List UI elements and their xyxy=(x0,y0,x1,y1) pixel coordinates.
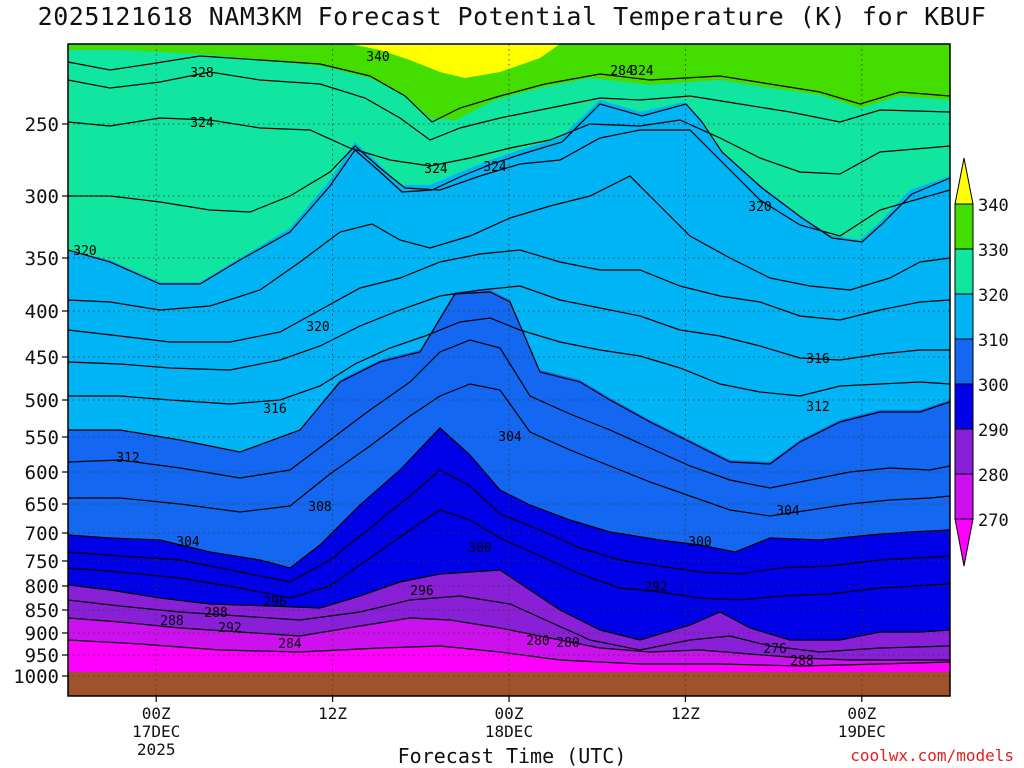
contour-label: 284 xyxy=(610,64,634,79)
colorbar-label: 280 xyxy=(978,466,1009,486)
y-tick-label: 450 xyxy=(25,347,59,369)
contour-label: 324 xyxy=(483,160,507,175)
colorbar-segment xyxy=(954,203,974,250)
contour-lines xyxy=(68,55,950,667)
contour-label: 320 xyxy=(73,244,96,259)
y-tick-label: 300 xyxy=(25,186,59,208)
contour-label: 304 xyxy=(498,430,522,445)
contour-label: 280 xyxy=(556,636,579,651)
colorbar-segment xyxy=(954,157,974,205)
contour-label: 284 xyxy=(278,637,302,652)
contour-label: 296 xyxy=(263,595,286,610)
gridlines xyxy=(68,44,950,696)
x-tick-year: 2025 xyxy=(137,740,176,759)
y-tick-label: 700 xyxy=(25,523,59,545)
y-tick-label: 400 xyxy=(25,301,59,323)
colorbar-label: 320 xyxy=(978,286,1009,306)
y-tick-label: 750 xyxy=(25,551,59,573)
contour-label: 316 xyxy=(263,402,286,417)
y-tick-label: 900 xyxy=(25,623,59,645)
y-tick-label: 350 xyxy=(25,248,59,270)
contour-label: 308 xyxy=(308,500,331,515)
x-tick-label: 12Z xyxy=(671,704,700,723)
contour-label: 276 xyxy=(763,642,786,657)
x-tick-date: 17DEC xyxy=(132,722,180,741)
contour-label: 324 xyxy=(630,64,654,79)
colorbar-label: 330 xyxy=(978,241,1009,261)
x-tick-label: 00Z xyxy=(142,704,171,723)
contour-label: 312 xyxy=(116,451,139,466)
contour-label: 300 xyxy=(468,541,491,556)
contour-labels: 340 328 324 324 324 320 324 320 320 316 316 312 312 3… xyxy=(73,50,829,669)
contour-label: 304 xyxy=(776,504,800,519)
contour-label: 340 xyxy=(366,50,389,65)
y-tick-label: 850 xyxy=(25,600,59,622)
contour-label: 328 xyxy=(190,66,213,81)
contour-label: 324 xyxy=(424,162,448,177)
y-tick-label: 950 xyxy=(25,645,59,667)
colorbar-label: 270 xyxy=(978,511,1009,531)
colorbar-segment xyxy=(954,248,974,295)
x-tick-label: 12Z xyxy=(318,704,347,723)
colorbar-label: 340 xyxy=(978,196,1009,216)
contour-label: 300 xyxy=(688,535,711,550)
colorbar-segment xyxy=(954,428,974,475)
band-330-340 xyxy=(68,44,950,120)
contour-label: 292 xyxy=(218,621,241,636)
contour-label: 320 xyxy=(748,200,771,215)
colorbar-label: 290 xyxy=(978,421,1009,441)
contour-label: 320 xyxy=(306,320,329,335)
y-tick-label: 650 xyxy=(25,494,59,516)
colorbar-segment xyxy=(954,473,974,520)
colorbar-segment xyxy=(954,518,974,567)
x-tick-date: 18DEC xyxy=(485,722,533,741)
contour-label: 288 xyxy=(204,606,227,621)
y-tick-label: 1000 xyxy=(13,666,59,688)
y-tick-label: 550 xyxy=(25,427,59,449)
x-tick-date: 19DEC xyxy=(838,722,886,741)
colorbar-label: 310 xyxy=(978,331,1009,351)
colorbar-segment xyxy=(954,293,974,340)
contour-label: 292 xyxy=(644,580,667,595)
colorbar-segment xyxy=(954,383,974,430)
contour-label: 296 xyxy=(410,584,433,599)
colorbar: 270 280 290 300 310 320 330 340 xyxy=(954,157,1009,567)
y-axis: 2503003504004505005506006507007508008509… xyxy=(13,114,68,688)
contour-label: 316 xyxy=(806,352,829,367)
contour-label: 288 xyxy=(160,614,183,629)
contour-label: 312 xyxy=(806,400,829,415)
colorbar-segment xyxy=(954,338,974,385)
x-tick-label: 00Z xyxy=(495,704,524,723)
colorbar-label: 300 xyxy=(978,376,1009,396)
y-tick-label: 800 xyxy=(25,576,59,598)
contour-label: 288 xyxy=(790,654,813,669)
x-axis-title: Forecast Time (UTC) xyxy=(397,744,627,768)
contour-label: 324 xyxy=(190,116,214,131)
y-tick-label: 500 xyxy=(25,390,59,412)
chart-title: 2025121618 NAM3KM Forecast Potential Tem… xyxy=(37,2,987,31)
y-tick-label: 600 xyxy=(25,462,59,484)
contour-label: 304 xyxy=(176,535,200,550)
y-tick-label: 250 xyxy=(25,114,59,136)
credit-text: coolwx.com/models xyxy=(850,746,1014,765)
contour-label: 280 xyxy=(526,634,549,649)
x-tick-label: 00Z xyxy=(847,704,876,723)
